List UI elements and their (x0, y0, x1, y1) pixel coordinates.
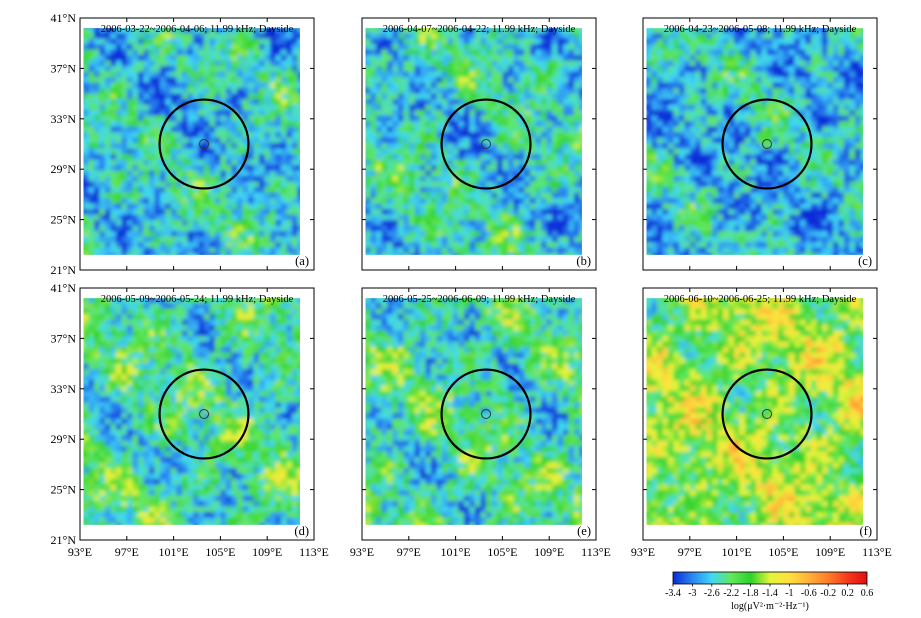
panel-title: 2006-04-23~2006-05-08; 11.99 kHz; Daysid… (664, 24, 857, 35)
panel-label: (c) (858, 254, 872, 268)
y-tick-label: 33°N (51, 382, 77, 396)
panel-title: 2006-05-25~2006-06-09; 11.99 kHz; Daysid… (383, 294, 576, 305)
y-tick-label: 41°N (51, 11, 77, 25)
epicenter-marker (481, 139, 492, 149)
y-tick-label: 25°N (51, 213, 77, 227)
colorbar-tick-label: -3.4 (665, 588, 681, 599)
panel-title: 2006-05-09~2006-05-24; 11.99 kHz; Daysid… (101, 294, 294, 305)
panel-frame (79, 17, 315, 271)
colorbar-bar (672, 571, 868, 585)
epicenter-ring (158, 368, 250, 460)
panel-title: 2006-06-10~2006-06-25; 11.99 kHz; Daysid… (664, 294, 857, 305)
panel-3: 2006-04-23~2006-05-08; 11.99 kHz; Daysid… (642, 17, 878, 271)
colorbar-tick-label: -0.2 (820, 588, 836, 599)
x-tick-label: 113°E (581, 545, 611, 559)
x-tick-label: 113°E (299, 545, 329, 559)
panel-frame (361, 17, 597, 271)
panel-frame (79, 287, 315, 541)
epicenter-ring (158, 98, 250, 190)
heatmap-field (646, 298, 863, 525)
colorbar-tick-label: -1 (785, 588, 793, 599)
panel-frame (361, 287, 597, 541)
epicenter-marker (481, 409, 492, 419)
panels: 21°N 25°N 29°N 33°N 37°N 41°N 2006-03-22~2006-… (51, 11, 892, 559)
x-tick-label: 105°E (768, 545, 798, 559)
x-tick-label: 109°E (252, 545, 282, 559)
epicenter-ring (440, 368, 532, 460)
panel-6: 93°E 97°E 101°E 105°E 109°E 113°E 2006-06-10~2… (631, 287, 892, 559)
x-tick-label: 105°E (487, 545, 517, 559)
y-tick-label: 37°N (51, 331, 77, 345)
colorbar-tick-label: -2.2 (723, 588, 739, 599)
x-tick-label: 97°E (397, 545, 421, 559)
x-tick-label: 109°E (815, 545, 845, 559)
panel-label: (e) (577, 524, 591, 538)
epicenter-marker (762, 409, 773, 419)
x-tick-label: 101°E (722, 545, 752, 559)
panel-1: 21°N 25°N 29°N 33°N 37°N 41°N 2006-03-22~2006-… (51, 11, 315, 277)
panel-5: 93°E 97°E 101°E 105°E 109°E 113°E 2006-05-25~2… (350, 287, 611, 559)
x-tick-label: 93°E (68, 545, 92, 559)
heatmap-field (646, 28, 863, 255)
colorbar-tick-label: 0.6 (861, 588, 874, 599)
panel-frame (642, 287, 878, 541)
panel-title: 2006-03-22~2006-04-06; 11.99 kHz; Daysid… (101, 24, 294, 35)
epicenter-marker (762, 139, 773, 149)
colorbar-tick-label: -0.6 (801, 588, 817, 599)
colorbar-tick-label: 0.2 (841, 588, 854, 599)
heatmap-field (83, 298, 300, 525)
panel-title: 2006-04-07~2006-04-22; 11.99 kHz; Daysid… (383, 24, 576, 35)
x-tick-label: 97°E (678, 545, 702, 559)
x-tick-label: 93°E (631, 545, 655, 559)
y-tick-label: 25°N (51, 483, 77, 497)
panel-label: (d) (294, 524, 309, 538)
panel-label: (f) (860, 524, 873, 538)
colorbar-tick-label: -3 (688, 588, 696, 599)
x-tick-label: 101°E (441, 545, 471, 559)
y-tick-label: 33°N (51, 112, 77, 126)
panel-label: (a) (295, 254, 309, 268)
y-tick-label: 37°N (51, 61, 77, 75)
x-tick-label: 105°E (205, 545, 235, 559)
x-tick-label: 109°E (534, 545, 564, 559)
panel-frame (642, 17, 878, 271)
heatmap-field (365, 28, 582, 255)
x-tick-label: 101°E (159, 545, 189, 559)
x-tick-label: 97°E (115, 545, 139, 559)
colorbar-tick-label: -1.8 (743, 588, 759, 599)
panel-4: 21°N 25°N 29°N 33°N 37°N 41°N 93°E 97°E 101°E 105… (51, 281, 329, 559)
x-tick-label: 93°E (350, 545, 374, 559)
y-tick-label: 41°N (51, 281, 77, 295)
panel-label: (b) (576, 254, 591, 268)
colorbar-ticks: -3.4 -3 -2.6 -2.2 -1.8 -1.4 -1 -0.6 -0.2 0.2 0.6 (665, 584, 873, 599)
x-tick-label: 113°E (862, 545, 892, 559)
epicenter-ring (721, 368, 813, 460)
heatmap-field (365, 298, 582, 525)
colorbar-label: log(μV²·m⁻²·Hz⁻¹) (731, 601, 809, 612)
colorbar-tick-label: -1.4 (762, 588, 778, 599)
epicenter-ring (440, 98, 532, 190)
y-tick-label: 29°N (51, 162, 77, 176)
y-tick-label: 21°N (51, 533, 77, 547)
y-tick-label: 21°N (51, 263, 77, 277)
epicenter-marker (199, 139, 210, 149)
colorbar-tick-label: -2.6 (704, 588, 720, 599)
epicenter-marker (199, 409, 210, 419)
epicenter-ring (721, 98, 813, 190)
y-tick-label: 29°N (51, 432, 77, 446)
heatmap-field (83, 28, 300, 255)
panel-2: 2006-04-07~2006-04-22; 11.99 kHz; Daysid… (361, 17, 597, 271)
colorbar: -3.4 -3 -2.6 -2.2 -1.8 -1.4 -1 -0.6 -0.2 0.2 0.6 l… (665, 571, 873, 612)
